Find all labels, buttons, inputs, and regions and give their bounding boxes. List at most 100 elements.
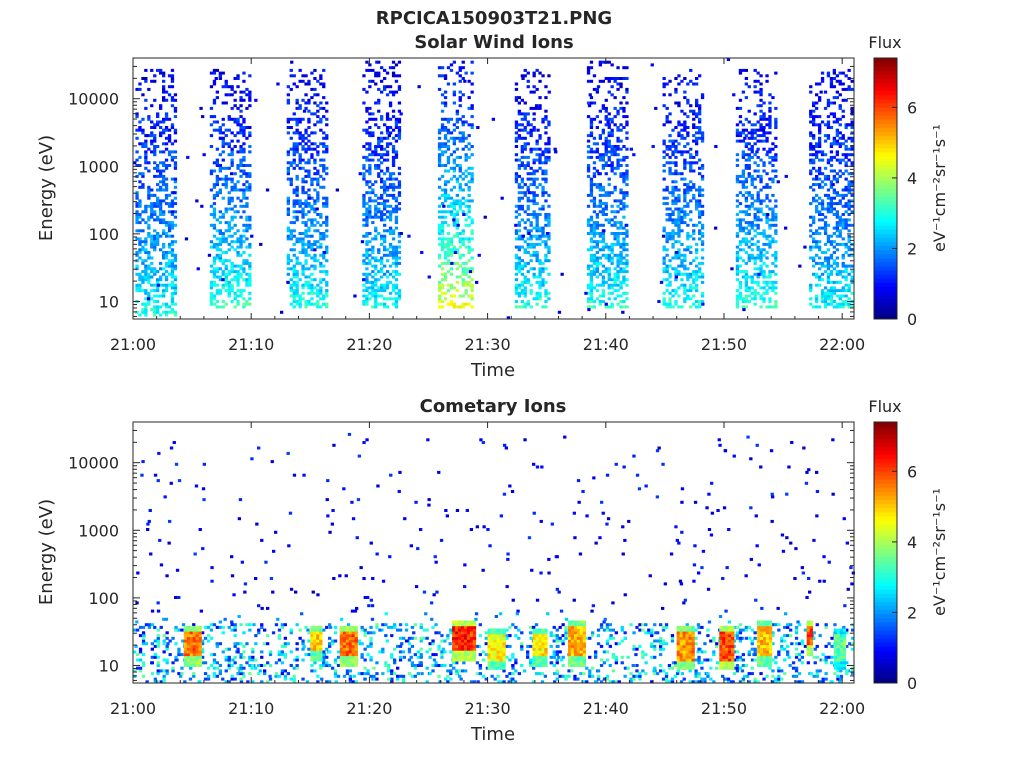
spectrogram-cell bbox=[437, 161, 442, 165]
spectrogram-cell bbox=[292, 131, 296, 135]
spectrogram-cell bbox=[156, 218, 160, 222]
spectrogram-cell bbox=[744, 242, 748, 246]
spectrogram-cell bbox=[677, 251, 681, 254]
spectrogram-cell bbox=[173, 291, 178, 295]
spectrogram-cell bbox=[744, 117, 748, 121]
spectrogram-cell bbox=[301, 240, 305, 244]
spectrogram-cell bbox=[371, 294, 375, 298]
spectrogram-cell bbox=[753, 272, 757, 276]
spectrogram-cell bbox=[377, 71, 381, 75]
spectrogram-cell bbox=[301, 237, 305, 241]
spectrogram-cell bbox=[544, 191, 548, 195]
spectrogram-cell bbox=[774, 106, 778, 110]
spectrogram-cell bbox=[759, 90, 763, 94]
spectrogram-cell bbox=[826, 207, 831, 211]
spectrogram-cell bbox=[170, 210, 175, 214]
spectrogram-cell bbox=[820, 199, 825, 203]
spectrogram-cell bbox=[295, 117, 299, 121]
spectrogram-cell bbox=[523, 278, 527, 282]
spectrogram-cell bbox=[774, 123, 778, 127]
spectrogram-cell bbox=[847, 234, 851, 238]
spectrogram-cells bbox=[133, 58, 854, 320]
spectrogram-cell bbox=[221, 240, 225, 244]
spectrogram-cell bbox=[365, 286, 369, 290]
spectrogram-cell bbox=[215, 164, 219, 167]
spectrogram-cell bbox=[698, 120, 702, 124]
spectrogram-cell bbox=[529, 245, 533, 249]
spectrogram-cell bbox=[245, 180, 249, 184]
spectrogram-cell bbox=[156, 196, 160, 200]
spectrogram-cell bbox=[850, 131, 854, 135]
spectrogram-cell bbox=[170, 275, 175, 279]
spectrogram-cell bbox=[671, 294, 675, 298]
spectrogram-cell bbox=[397, 240, 402, 244]
spectrogram-cell bbox=[289, 259, 293, 263]
spectrogram-cell bbox=[368, 169, 372, 173]
spectrogram-cell bbox=[598, 185, 602, 189]
spectrogram-cell bbox=[668, 155, 672, 159]
y-axis-label: Energy (eV) bbox=[36, 135, 57, 241]
spectrogram-cell bbox=[301, 139, 305, 143]
spectrogram-cell bbox=[248, 90, 252, 94]
spectrogram-cell bbox=[829, 270, 834, 274]
spectrogram-cell bbox=[750, 128, 754, 132]
spectrogram-cell bbox=[325, 101, 329, 105]
spectrogram-cell bbox=[616, 283, 620, 287]
spectrogram-cell bbox=[535, 280, 539, 284]
spectrogram-cell bbox=[319, 232, 323, 235]
spectrogram-cell bbox=[452, 234, 456, 238]
spectrogram-cell bbox=[212, 280, 217, 284]
spectrogram-cell bbox=[153, 204, 157, 208]
spectrogram-cell bbox=[368, 142, 372, 146]
spectrogram-cell bbox=[517, 270, 521, 274]
spectrogram-cell bbox=[529, 229, 533, 233]
spectrogram-cell bbox=[368, 106, 372, 110]
spectrogram-cell bbox=[156, 234, 160, 238]
spectrogram-cell bbox=[383, 87, 387, 91]
spectrogram-cell bbox=[774, 145, 778, 148]
spectrogram-cell bbox=[135, 221, 139, 225]
spectrogram-cell bbox=[683, 297, 687, 301]
spectrogram-cell bbox=[671, 185, 675, 189]
spectrogram-cell bbox=[826, 136, 831, 140]
spectrogram-cell bbox=[818, 172, 822, 176]
spectrogram-cell bbox=[613, 185, 617, 189]
spectrogram-cell bbox=[470, 270, 474, 274]
spectrogram-cell bbox=[388, 272, 393, 276]
spectrogram-cell bbox=[683, 188, 687, 192]
spectrogram-cell bbox=[771, 207, 775, 211]
spectrogram-cell bbox=[286, 259, 290, 263]
spectrogram-cell bbox=[607, 139, 611, 143]
spectrogram-cell bbox=[295, 275, 299, 279]
spectrogram-cell bbox=[170, 261, 175, 265]
spectrogram-cell bbox=[677, 305, 681, 309]
spectrogram-cell bbox=[541, 240, 545, 244]
spectrogram-cell bbox=[774, 305, 778, 309]
spectrogram-cell bbox=[595, 183, 599, 187]
spectrogram-cell bbox=[665, 145, 669, 148]
spectrogram-cell bbox=[368, 164, 372, 167]
spectrogram-cell bbox=[517, 207, 521, 211]
spectrogram-cell bbox=[167, 150, 172, 154]
spectrogram-cell bbox=[695, 278, 699, 282]
spectrogram-cell bbox=[841, 196, 845, 200]
spectrogram-cell bbox=[292, 158, 296, 162]
spectrogram-cell bbox=[818, 136, 822, 140]
spectrogram-cell bbox=[844, 147, 848, 151]
spectrogram-cell bbox=[532, 196, 536, 200]
spectrogram-cell bbox=[221, 261, 225, 265]
spectrogram-cell bbox=[841, 82, 845, 86]
spectrogram-cell bbox=[385, 145, 390, 148]
spectrogram-cell bbox=[680, 261, 684, 265]
spectrogram-cell bbox=[437, 242, 442, 246]
spectrogram-cell bbox=[529, 123, 533, 127]
spectrogram-cell bbox=[523, 136, 527, 140]
spectrogram-cell bbox=[215, 180, 219, 184]
spectrogram-cell bbox=[750, 242, 754, 246]
spectrogram-cell bbox=[239, 123, 243, 127]
spectrogram-cell bbox=[529, 237, 533, 241]
spectrogram-cell bbox=[841, 87, 845, 91]
spectrogram-cell bbox=[380, 90, 384, 94]
spectrogram-cell bbox=[218, 131, 222, 135]
spectrogram-cell bbox=[601, 234, 605, 238]
